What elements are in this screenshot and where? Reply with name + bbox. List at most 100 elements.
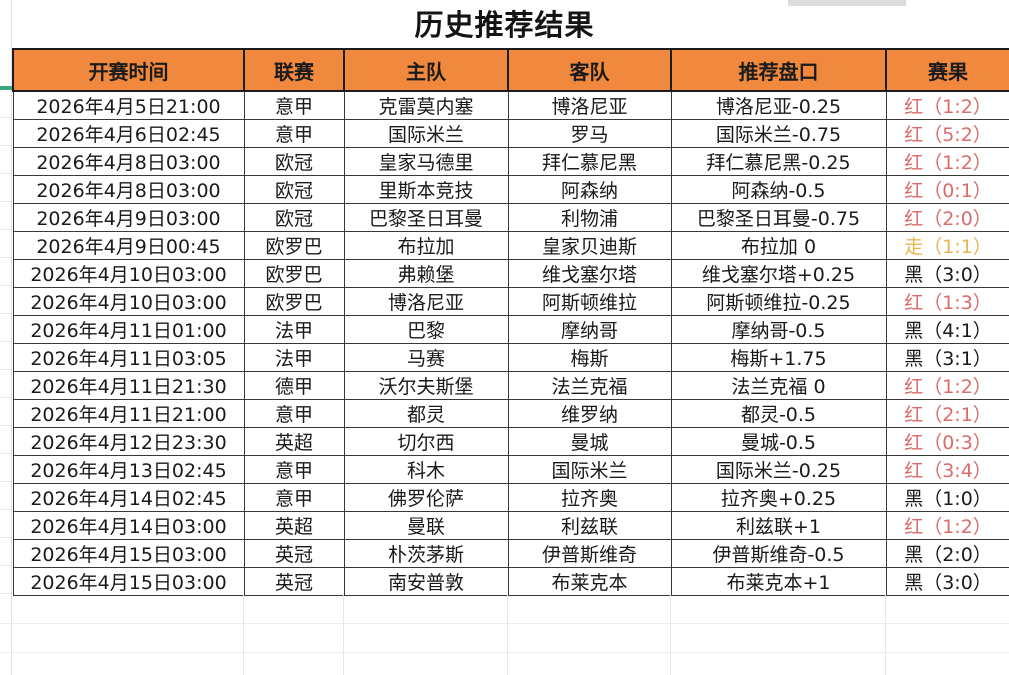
- cell-league[interactable]: 欧冠: [243, 203, 345, 232]
- cell-home[interactable]: 克雷莫内塞: [343, 90, 509, 120]
- cell-away[interactable]: 法兰克福: [507, 371, 672, 400]
- cell-handicap[interactable]: 博洛尼亚-0.25: [670, 90, 887, 120]
- cell-league[interactable]: 意甲: [243, 119, 345, 148]
- cell-result[interactable]: 红（1:2）: [885, 511, 1009, 540]
- column-header-handicap[interactable]: 推荐盘口: [670, 48, 887, 92]
- cell-home[interactable]: 科木: [343, 455, 509, 484]
- cell-league[interactable]: 欧冠: [243, 147, 345, 176]
- cell-time[interactable]: 2026年4月11日01:00: [12, 315, 245, 344]
- cell-home[interactable]: 曼联: [343, 511, 509, 540]
- cell-handicap[interactable]: 拉齐奥+0.25: [670, 483, 887, 512]
- cell-time[interactable]: 2026年4月11日21:00: [12, 399, 245, 428]
- cell-handicap[interactable]: 伊普斯维奇-0.5: [670, 539, 887, 568]
- cell-result[interactable]: 黑（1:0）: [885, 483, 1009, 512]
- cell-time[interactable]: 2026年4月15日03:00: [12, 567, 245, 596]
- cell-handicap[interactable]: 国际米兰-0.75: [670, 119, 887, 148]
- cell-away[interactable]: 摩纳哥: [507, 315, 672, 344]
- cell-time[interactable]: 2026年4月14日03:00: [12, 511, 245, 540]
- cell-handicap[interactable]: 利兹联+1: [670, 511, 887, 540]
- cell-time[interactable]: 2026年4月15日03:00: [12, 539, 245, 568]
- cell-time[interactable]: 2026年4月13日02:45: [12, 455, 245, 484]
- cell-league[interactable]: 欧罗巴: [243, 231, 345, 260]
- cell-handicap[interactable]: 阿森纳-0.5: [670, 175, 887, 204]
- cell-league[interactable]: 英超: [243, 427, 345, 456]
- cell-away[interactable]: 罗马: [507, 119, 672, 148]
- cell-handicap[interactable]: 法兰克福 0: [670, 371, 887, 400]
- cell-away[interactable]: 伊普斯维奇: [507, 539, 672, 568]
- cell-result[interactable]: 红（1:2）: [885, 371, 1009, 400]
- cell-handicap[interactable]: 曼城-0.5: [670, 427, 887, 456]
- cell-handicap[interactable]: 摩纳哥-0.5: [670, 315, 887, 344]
- cell-result[interactable]: 走（1:1）: [885, 231, 1009, 260]
- cell-league[interactable]: 英超: [243, 511, 345, 540]
- cell-handicap[interactable]: 布莱克本+1: [670, 567, 887, 596]
- cell-handicap[interactable]: 拜仁慕尼黑-0.25: [670, 147, 887, 176]
- cell-result[interactable]: 黑（3:0）: [885, 259, 1009, 288]
- cell-league[interactable]: 意甲: [243, 399, 345, 428]
- cell-result[interactable]: 红（2:1）: [885, 399, 1009, 428]
- cell-away[interactable]: 维戈塞尔塔: [507, 259, 672, 288]
- cell-home[interactable]: 里斯本竞技: [343, 175, 509, 204]
- cell-result[interactable]: 红（5:2）: [885, 119, 1009, 148]
- cell-result[interactable]: 红（1:2）: [885, 147, 1009, 176]
- cell-time[interactable]: 2026年4月10日03:00: [12, 287, 245, 316]
- cell-time[interactable]: 2026年4月8日03:00: [12, 175, 245, 204]
- cell-away[interactable]: 国际米兰: [507, 455, 672, 484]
- cell-result[interactable]: 红（3:4）: [885, 455, 1009, 484]
- cell-handicap[interactable]: 巴黎圣日耳曼-0.75: [670, 203, 887, 232]
- cell-time[interactable]: 2026年4月14日02:45: [12, 483, 245, 512]
- cell-away[interactable]: 布莱克本: [507, 567, 672, 596]
- cell-result[interactable]: 红（2:0）: [885, 203, 1009, 232]
- cell-league[interactable]: 法甲: [243, 343, 345, 372]
- column-header-time[interactable]: 开赛时间: [12, 48, 245, 92]
- column-header-result[interactable]: 赛果: [885, 48, 1009, 92]
- cell-away[interactable]: 拜仁慕尼黑: [507, 147, 672, 176]
- cell-home[interactable]: 布拉加: [343, 231, 509, 260]
- cell-home[interactable]: 都灵: [343, 399, 509, 428]
- cell-away[interactable]: 曼城: [507, 427, 672, 456]
- column-header-league[interactable]: 联赛: [243, 48, 345, 92]
- cell-league[interactable]: 德甲: [243, 371, 345, 400]
- cell-away[interactable]: 维罗纳: [507, 399, 672, 428]
- cell-league[interactable]: 欧罗巴: [243, 287, 345, 316]
- cell-league[interactable]: 意甲: [243, 90, 345, 120]
- column-header-home[interactable]: 主队: [343, 48, 509, 92]
- cell-away[interactable]: 利兹联: [507, 511, 672, 540]
- cell-time[interactable]: 2026年4月8日03:00: [12, 147, 245, 176]
- cell-result[interactable]: 红（1:2）: [885, 90, 1009, 120]
- cell-home[interactable]: 朴茨茅斯: [343, 539, 509, 568]
- cell-result[interactable]: 黑（4:1）: [885, 315, 1009, 344]
- cell-home[interactable]: 巴黎圣日耳曼: [343, 203, 509, 232]
- cell-time[interactable]: 2026年4月11日21:30: [12, 371, 245, 400]
- cell-time[interactable]: 2026年4月10日03:00: [12, 259, 245, 288]
- cell-away[interactable]: 利物浦: [507, 203, 672, 232]
- cell-result[interactable]: 黑（2:0）: [885, 539, 1009, 568]
- cell-result[interactable]: 红（0:1）: [885, 175, 1009, 204]
- cell-league[interactable]: 法甲: [243, 315, 345, 344]
- cell-result[interactable]: 红（0:3）: [885, 427, 1009, 456]
- cell-handicap[interactable]: 都灵-0.5: [670, 399, 887, 428]
- cell-result[interactable]: 黑（3:0）: [885, 567, 1009, 596]
- cell-league[interactable]: 英冠: [243, 539, 345, 568]
- cell-home[interactable]: 皇家马德里: [343, 147, 509, 176]
- cell-home[interactable]: 国际米兰: [343, 119, 509, 148]
- cell-away[interactable]: 博洛尼亚: [507, 90, 672, 120]
- cell-league[interactable]: 英冠: [243, 567, 345, 596]
- cell-handicap[interactable]: 国际米兰-0.25: [670, 455, 887, 484]
- cell-away[interactable]: 阿森纳: [507, 175, 672, 204]
- cell-handicap[interactable]: 维戈塞尔塔+0.25: [670, 259, 887, 288]
- cell-handicap[interactable]: 布拉加 0: [670, 231, 887, 260]
- cell-result[interactable]: 红（1:3）: [885, 287, 1009, 316]
- cell-home[interactable]: 博洛尼亚: [343, 287, 509, 316]
- cell-handicap[interactable]: 阿斯顿维拉-0.25: [670, 287, 887, 316]
- cell-home[interactable]: 沃尔夫斯堡: [343, 371, 509, 400]
- cell-time[interactable]: 2026年4月11日03:05: [12, 343, 245, 372]
- cell-league[interactable]: 欧冠: [243, 175, 345, 204]
- cell-time[interactable]: 2026年4月9日00:45: [12, 231, 245, 260]
- cell-league[interactable]: 欧罗巴: [243, 259, 345, 288]
- cell-away[interactable]: 阿斯顿维拉: [507, 287, 672, 316]
- cell-home[interactable]: 马赛: [343, 343, 509, 372]
- cell-time[interactable]: 2026年4月9日03:00: [12, 203, 245, 232]
- cell-league[interactable]: 意甲: [243, 483, 345, 512]
- cell-time[interactable]: 2026年4月5日21:00: [12, 90, 245, 120]
